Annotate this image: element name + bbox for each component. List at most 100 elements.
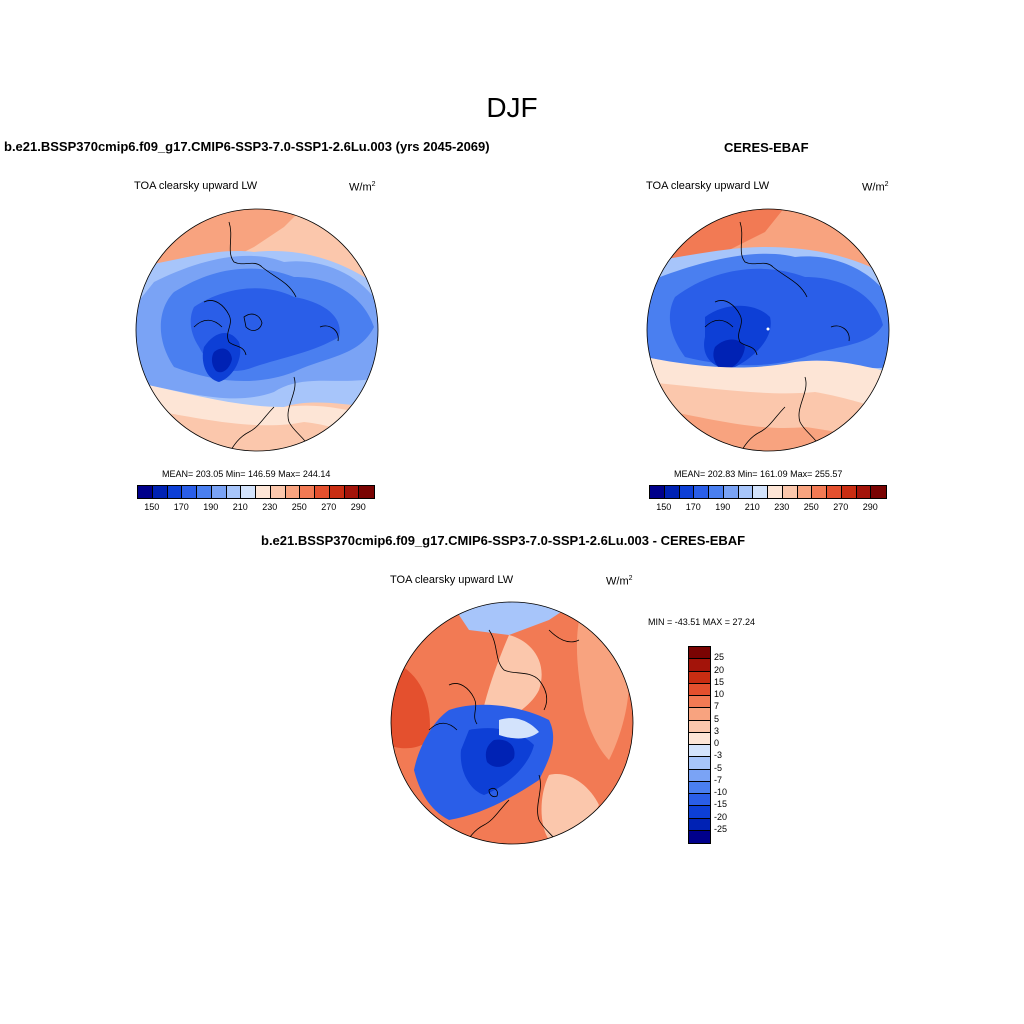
colorbar-tick-label: 210 [744, 502, 760, 512]
colorbar-swatch [709, 486, 724, 498]
colorbar-swatch [197, 486, 212, 498]
colorbar-tick-label: 250 [291, 502, 307, 512]
diff-minmax: MIN = -43.51 MAX = 27.24 [648, 617, 756, 627]
colorbar-tick-label: 20 [714, 664, 725, 675]
model-polar-map [135, 208, 379, 452]
colorbar-tick-label: 0 [714, 738, 720, 748]
colorbar-swatch [241, 486, 256, 498]
colorbar-tick-label: 230 [262, 502, 278, 512]
colorbar-tick-label: 190 [203, 502, 219, 512]
colorbar-swatch [152, 486, 168, 498]
obs-variable-label: TOA clearsky upward LW [646, 180, 770, 192]
colorbar-tick-label: 230 [774, 502, 790, 512]
colorbar-swatch [689, 696, 710, 709]
colorbar-swatch [650, 486, 665, 498]
colorbar-tick-label: 25 [714, 652, 725, 663]
colorbar-tick-label: -15 [714, 799, 728, 810]
colorbar-tick-label: -5 [714, 762, 723, 773]
colorbar-swatch [797, 486, 813, 498]
colorbar-swatch [689, 720, 710, 733]
colorbar-swatch [182, 486, 197, 498]
colorbar-swatch [167, 486, 183, 498]
colorbar-swatch [723, 486, 739, 498]
colorbar-swatch [753, 486, 768, 498]
diff-units-label: W/m2 [606, 575, 633, 588]
colorbar-swatch [689, 830, 710, 843]
colorbar-tick-label: 10 [714, 689, 725, 699]
colorbar-swatch [827, 486, 842, 498]
colorbar-tick-label: 190 [715, 502, 731, 512]
colorbar-swatch [359, 486, 374, 498]
obs-stats: MEAN= 202.83 Min= 161.09 Max= 255.57 [674, 469, 843, 479]
colorbar-tick-label: 150 [144, 502, 160, 512]
colorbar-swatch [689, 732, 710, 745]
model-colorbar [137, 485, 375, 499]
colorbar-tick-label: 290 [350, 502, 366, 512]
model-panel-title: b.e21.BSSP370cmip6.f09_g17.CMIP6-SSP3-7.… [4, 139, 490, 154]
colorbar-swatch [689, 745, 710, 758]
colorbar-swatch [689, 671, 710, 684]
colorbar-swatch [694, 486, 709, 498]
colorbar-swatch [856, 486, 872, 498]
colorbar-swatch [689, 647, 710, 660]
colorbar-swatch [138, 486, 153, 498]
colorbar-tick-label: 5 [714, 713, 720, 724]
colorbar-swatch [841, 486, 857, 498]
colorbar-swatch [664, 486, 680, 498]
colorbar-tick-label: 150 [656, 502, 672, 512]
diff-polar-map [390, 601, 634, 845]
colorbar-swatch [679, 486, 695, 498]
colorbar-tick-label: 15 [714, 676, 725, 687]
colorbar-tick-label: -3 [714, 750, 723, 761]
model-variable-label: TOA clearsky upward LW [134, 180, 258, 192]
diff-panel-title: b.e21.BSSP370cmip6.f09_g17.CMIP6-SSP3-7.… [261, 533, 746, 548]
colorbar-tick-label: 7 [714, 701, 720, 712]
colorbar-swatch [315, 486, 330, 498]
obs-panel-title: CERES-EBAF [724, 140, 809, 155]
colorbar-tick-label: 170 [685, 502, 701, 512]
model-stats: MEAN= 203.05 Min= 146.59 Max= 244.14 [162, 469, 331, 479]
colorbar-swatch [768, 486, 783, 498]
colorbar-tick-label: 250 [803, 502, 819, 512]
obs-colorbar [649, 485, 887, 499]
colorbar-swatch [689, 708, 710, 721]
colorbar-swatch [689, 806, 710, 819]
colorbar-swatch [689, 683, 710, 696]
model-colorbar-ticks: 150 170 190 210 230 250 270 290 [137, 502, 373, 514]
colorbar-swatch [689, 659, 710, 672]
colorbar-tick-label: -7 [714, 774, 723, 785]
diff-variable-label: TOA clearsky upward LW [390, 574, 514, 586]
diff-colorbar-ticks: 25 20 15 10 7 5 3 0 -3 -5 -7 -10 -15 -20 -25 [714, 646, 744, 842]
colorbar-tick-label: 290 [862, 502, 878, 512]
colorbar-swatch [812, 486, 827, 498]
colorbar-swatch [300, 486, 315, 498]
colorbar-swatch [211, 486, 227, 498]
colorbar-tick-label: -10 [714, 787, 728, 797]
colorbar-swatch [329, 486, 345, 498]
colorbar-swatch [689, 794, 710, 807]
colorbar-swatch [871, 486, 886, 498]
colorbar-swatch [256, 486, 271, 498]
obs-units-label: W/m2 [862, 181, 889, 194]
colorbar-swatch [782, 486, 798, 498]
diff-colorbar [688, 646, 711, 844]
colorbar-swatch [689, 818, 710, 831]
obs-colorbar-ticks: 150 170 190 210 230 250 270 290 [649, 502, 885, 514]
colorbar-tick-label: 3 [714, 725, 720, 736]
model-units-label: W/m2 [349, 181, 376, 194]
colorbar-tick-label: -25 [714, 823, 728, 834]
figure-title: DJF [486, 92, 538, 123]
colorbar-swatch [285, 486, 301, 498]
colorbar-swatch [344, 486, 360, 498]
colorbar-swatch [738, 486, 754, 498]
colorbar-tick-label: 210 [232, 502, 248, 512]
colorbar-swatch [689, 769, 710, 782]
colorbar-swatch [270, 486, 286, 498]
colorbar-tick-label: 270 [833, 502, 849, 512]
obs-polar-map [646, 208, 890, 452]
colorbar-swatch [689, 781, 710, 794]
colorbar-swatch [226, 486, 242, 498]
colorbar-tick-label: -20 [714, 811, 728, 822]
colorbar-swatch [689, 757, 710, 770]
colorbar-tick-label: 170 [173, 502, 189, 512]
